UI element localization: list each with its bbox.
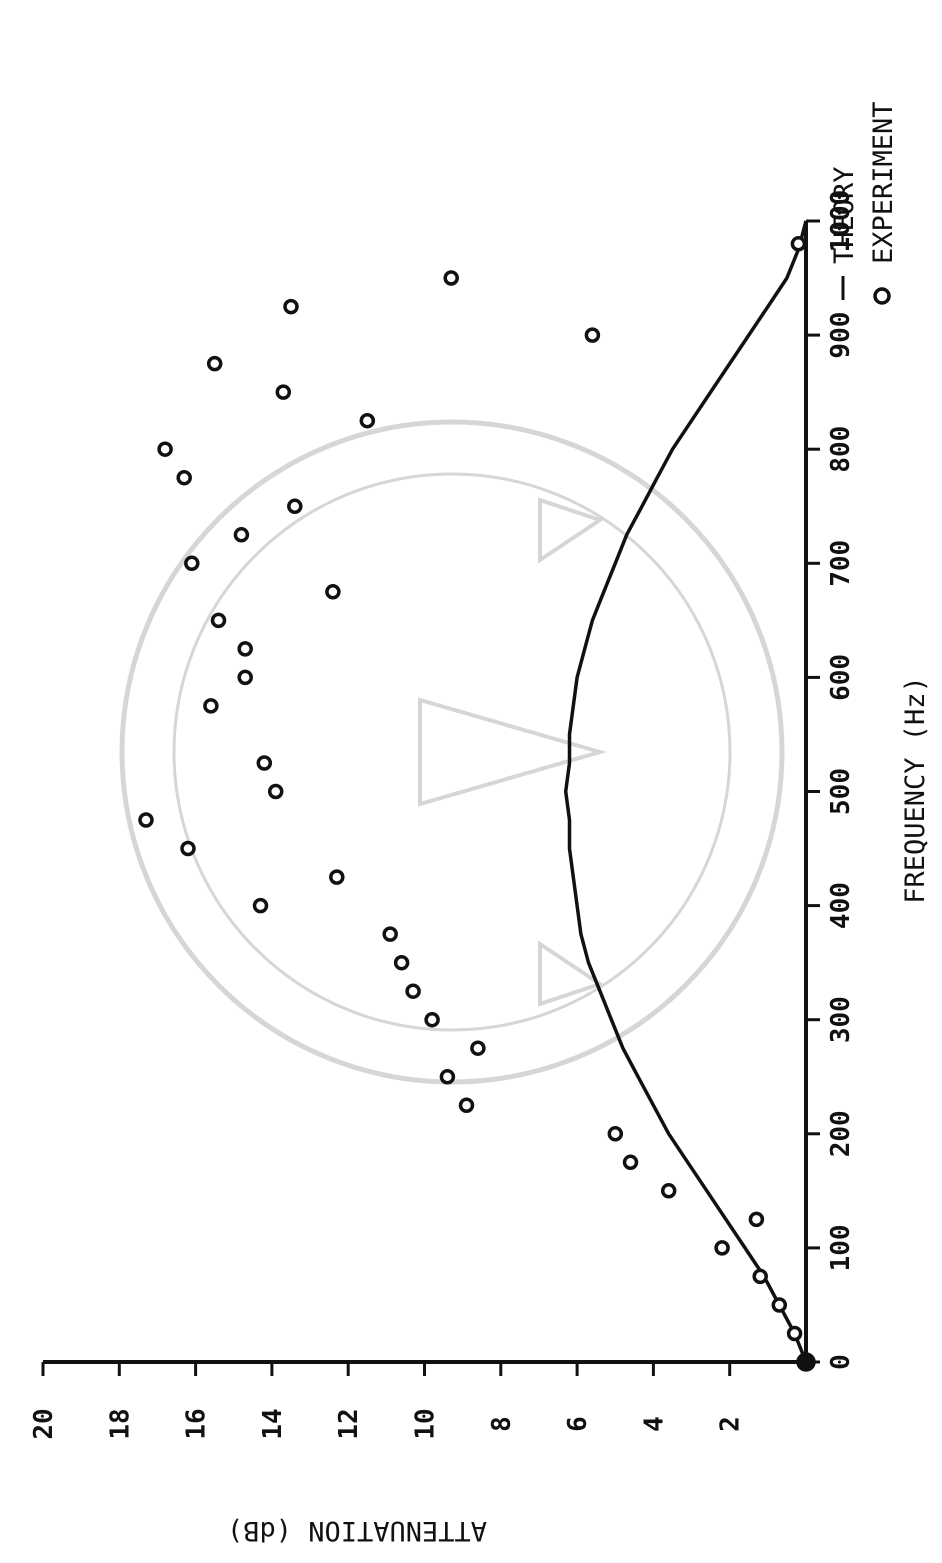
y-axis-title: ATTENUATION (dB) [227,1515,487,1546]
experiment-point [329,869,345,885]
legend-theory-label: THEORY [829,166,860,264]
experiment-point [180,840,196,857]
seal-emblem [418,497,608,1007]
experiment-point [439,1069,456,1085]
experiment-point [210,612,227,629]
attenuation-tick-label: 20 [29,1408,59,1439]
experiment-point [203,698,219,714]
tick-marks: 0 100 200 300 400 500 600 700 800 900 1000 2 4 6 8 10 12… [29,190,856,1440]
experiment-point [622,1154,639,1171]
experiment-point [184,555,200,572]
experiment-point [424,1011,440,1028]
attenuation-tick-label: 12 [334,1408,364,1439]
axes [43,221,808,1364]
frequency-tick-label: 400 [826,882,856,929]
experiment-point [607,1126,624,1142]
experiment-point [443,270,459,286]
experiment-point [748,1211,765,1228]
attenuation-tick-label: 18 [105,1408,135,1439]
attenuation-tick-label: 14 [258,1408,288,1439]
experiment-series [138,236,816,1372]
frequency-tick-label: 600 [826,654,856,701]
frequency-tick-label: 200 [826,1110,856,1157]
seal-inner-ring [172,472,732,1032]
theory-line [563,220,808,1363]
experiment-point [796,1352,816,1372]
watermark-seal [119,419,785,1085]
experiment-point [275,384,292,400]
frequency-tick-label: 1000 [826,190,856,253]
experiment-point [790,236,807,252]
frequency-tick-label: 100 [826,1224,856,1271]
experiment-point [138,812,154,828]
legend-experiment-label: EXPERIMENT [868,101,899,264]
experiment-point [660,1183,677,1199]
frequency-tick-label: 300 [826,996,856,1043]
experiment-point [714,1240,730,1256]
frequency-tick-label: 500 [826,768,856,815]
experiment-point [256,755,273,771]
x-axis-title: FREQUENCY (Hz) [900,676,931,904]
experiment-point [393,954,410,971]
experiment-point [176,469,192,486]
experiment-point [267,783,284,800]
frequency-tick-label: 800 [826,426,856,473]
attenuation-tick-label: 2 [716,1416,746,1432]
experiment-point [252,897,269,914]
experiment-point [584,327,601,343]
experiment-point [382,926,398,942]
experiment-point [405,983,421,999]
attenuation-tick-label: 10 [411,1408,441,1439]
experiment-point [206,355,223,372]
experiment-point [325,584,341,600]
experiment-point [752,1268,768,1285]
experiment-point [771,1297,788,1313]
attenuation-tick-label: 6 [563,1416,593,1432]
experiment-point [233,527,250,543]
experiment-point [359,412,376,429]
frequency-tick-label: 700 [826,540,856,587]
theory-series [563,220,808,1363]
experiment-point [287,498,303,515]
experiment-point [470,1040,486,1056]
attenuation-tick-label: 16 [182,1408,212,1439]
seal-outer-ring [119,419,785,1085]
experiment-point [458,1097,475,1114]
legend: EXPERIMENT THEORY [829,101,899,305]
experiment-point [237,641,253,657]
attenuation-tick-label: 4 [639,1416,669,1432]
experiment-point [786,1325,803,1342]
attenuation-tick-label: 8 [487,1416,517,1432]
experiment-point [283,298,299,315]
frequency-tick-label: 0 [826,1354,856,1370]
experiment-point [237,669,253,686]
legend-experiment-marker [873,287,891,305]
experiment-point [157,441,173,457]
frequency-tick-label: 900 [826,312,856,359]
